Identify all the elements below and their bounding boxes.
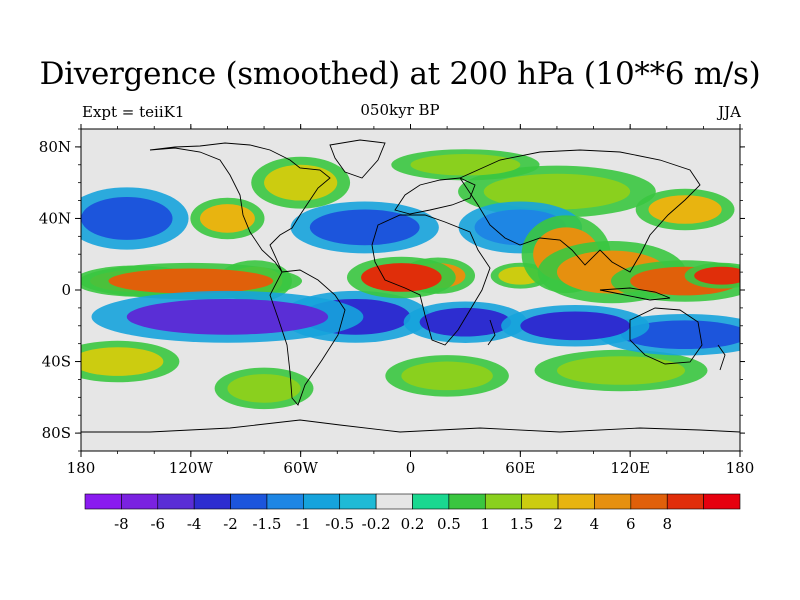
colorbar-label: -4	[187, 515, 202, 533]
colorbar-label: 4	[590, 515, 600, 533]
colorbar-swatch	[412, 493, 450, 510]
colorbar-swatch	[703, 493, 741, 510]
coastline-indonesia	[599, 287, 671, 301]
colorbar-swatch	[630, 493, 668, 510]
colorbar-label: 0.2	[401, 515, 425, 533]
colorbar-label: -0.5	[325, 515, 354, 533]
lat-tick-label: 0	[61, 281, 71, 299]
colorbar-swatch	[375, 493, 413, 510]
lon-tick-label: 120E	[610, 459, 650, 477]
lat-tick-label: 80N	[39, 138, 71, 156]
colorbar: -8 -6 -4 -2 -1.5 -1 -0.5 -0.2 0.2 0.5 1 1.5 2 4 6 8	[84, 493, 741, 533]
field-region	[214, 367, 314, 410]
coastline-north-america	[149, 142, 331, 273]
field-region	[81, 187, 189, 250]
field-region	[385, 355, 509, 397]
colorbar-swatch	[594, 493, 632, 510]
field-region	[501, 305, 650, 347]
colorbar-label: 1.5	[510, 515, 534, 533]
colorbar-swatch	[521, 493, 559, 510]
colorbar-label: 1	[481, 515, 491, 533]
field-region	[81, 340, 180, 383]
lon-tick-label: 180	[726, 459, 755, 477]
page-title: Divergence (smoothed) at 200 hPa (10**6 …	[39, 56, 761, 92]
lon-tick-label: 120W	[169, 459, 214, 477]
colorbar-swatch	[557, 493, 595, 510]
coastline-antarctica	[81, 419, 740, 433]
field-region	[346, 256, 456, 299]
colorbar-label: 6	[626, 515, 636, 533]
coastline-africa	[371, 214, 491, 346]
field-region	[391, 149, 540, 181]
map-panel: 80N 40N 0 40S 80S 180 120W 60W 0 60E 120E 180	[39, 124, 755, 477]
time-label: 050kyr BP	[360, 101, 440, 119]
field-region	[251, 156, 351, 209]
lon-tick-label: 60W	[283, 459, 318, 477]
field-region	[684, 262, 740, 289]
season-label: JJA	[718, 103, 741, 121]
lat-tick-label: 40S	[42, 353, 71, 371]
coastline-australia	[629, 307, 703, 365]
colorbar-label: 2	[553, 515, 563, 533]
colorbar-swatch	[484, 493, 522, 510]
experiment-label: Expt = teiiK1	[82, 103, 185, 121]
colorbar-label: -1.5	[252, 515, 281, 533]
colorbar-label: -8	[114, 515, 129, 533]
colorbar-swatch	[448, 493, 486, 510]
coastline-europe	[394, 177, 476, 215]
colorbar-swatch	[339, 493, 377, 510]
field-region	[290, 201, 439, 254]
colorbar-label: 8	[662, 515, 672, 533]
lon-tick-label: 0	[406, 459, 416, 477]
coastline-asia	[459, 149, 701, 273]
divergence-field	[81, 149, 740, 410]
coastline-south-america	[269, 269, 346, 406]
colorbar-label: -1	[296, 515, 311, 533]
lon-tick-label: 180	[67, 459, 96, 477]
colorbar-swatch	[121, 493, 159, 510]
coastline-new-zealand	[717, 344, 726, 371]
field-region	[458, 165, 656, 218]
colorbar-swatch	[303, 493, 341, 510]
field-region	[403, 301, 528, 343]
colorbar-label: -0.2	[362, 515, 391, 533]
coastlines	[81, 139, 740, 433]
colorbar-label: -6	[150, 515, 165, 533]
latitude-ticks: 80N 40N 0 40S 80S	[39, 128, 745, 452]
field-region	[635, 188, 735, 231]
coastline-greenland	[329, 139, 386, 179]
colorbar-label: 0.5	[437, 515, 461, 533]
colorbar-swatch	[666, 493, 704, 510]
lat-tick-label: 40N	[39, 209, 71, 227]
colorbar-swatch	[230, 493, 268, 510]
field-region	[91, 290, 364, 343]
lon-tick-label: 60E	[505, 459, 535, 477]
coastline-madagascar	[487, 319, 496, 346]
field-region	[190, 197, 265, 240]
longitude-ticks: 180 120W 60W 0 60E 120E 180	[67, 124, 755, 477]
colorbar-swatch	[266, 493, 304, 510]
lat-tick-label: 80S	[42, 424, 71, 442]
colorbar-swatch	[157, 493, 195, 510]
colorbar-swatch	[193, 493, 231, 510]
colorbar-swatch	[84, 493, 122, 510]
colorbar-label: -2	[223, 515, 238, 533]
field-region	[81, 262, 303, 300]
field-region	[534, 349, 708, 392]
